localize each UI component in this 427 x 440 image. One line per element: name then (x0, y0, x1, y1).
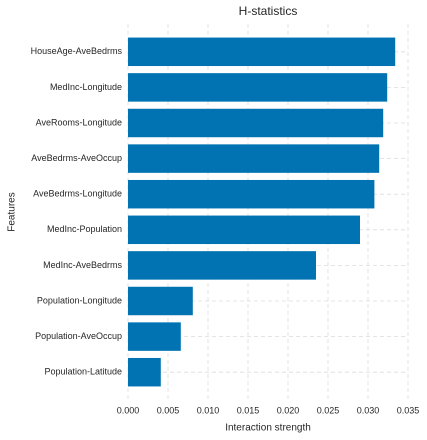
bar (128, 73, 388, 102)
bar (128, 286, 193, 316)
y-tick-label: Population-Longitude (37, 295, 122, 305)
x-tick-label: 0.000 (117, 405, 140, 415)
y-tick-label: MedInc-Population (47, 224, 122, 234)
x-tick-label: 0.005 (157, 405, 180, 415)
x-tick-label: 0.035 (397, 405, 420, 415)
y-tick-label: MedInc-AveBedrms (43, 260, 122, 270)
bar (128, 322, 181, 351)
bar (128, 215, 360, 245)
y-tick-label: MedInc-Longitude (50, 82, 122, 92)
y-tick-label: AveBedrms-Longitude (33, 189, 122, 199)
chart-title: H-statistics (239, 4, 298, 18)
y-tick-label: AveRooms-Longitude (36, 117, 122, 127)
y-tick-label: HouseAge-AveBedrms (31, 46, 123, 56)
x-axis-label: Interaction strength (225, 423, 311, 434)
y-tick-label: Population-Latitude (44, 367, 122, 377)
x-tick-label: 0.010 (197, 405, 220, 415)
x-tick-label: 0.030 (357, 405, 380, 415)
bar (128, 37, 396, 67)
bar (128, 357, 161, 387)
x-tick-label: 0.025 (317, 405, 340, 415)
x-tick-label: 0.020 (277, 405, 300, 415)
bar (128, 144, 380, 173)
bar (128, 108, 384, 138)
bar (128, 179, 375, 209)
x-tick-label: 0.015 (237, 405, 260, 415)
y-tick-label: AveBedrms-AveOccup (31, 153, 122, 163)
y-axis-label: Features (7, 192, 18, 231)
bar (128, 251, 316, 280)
y-tick-label: Population-AveOccup (35, 331, 122, 341)
